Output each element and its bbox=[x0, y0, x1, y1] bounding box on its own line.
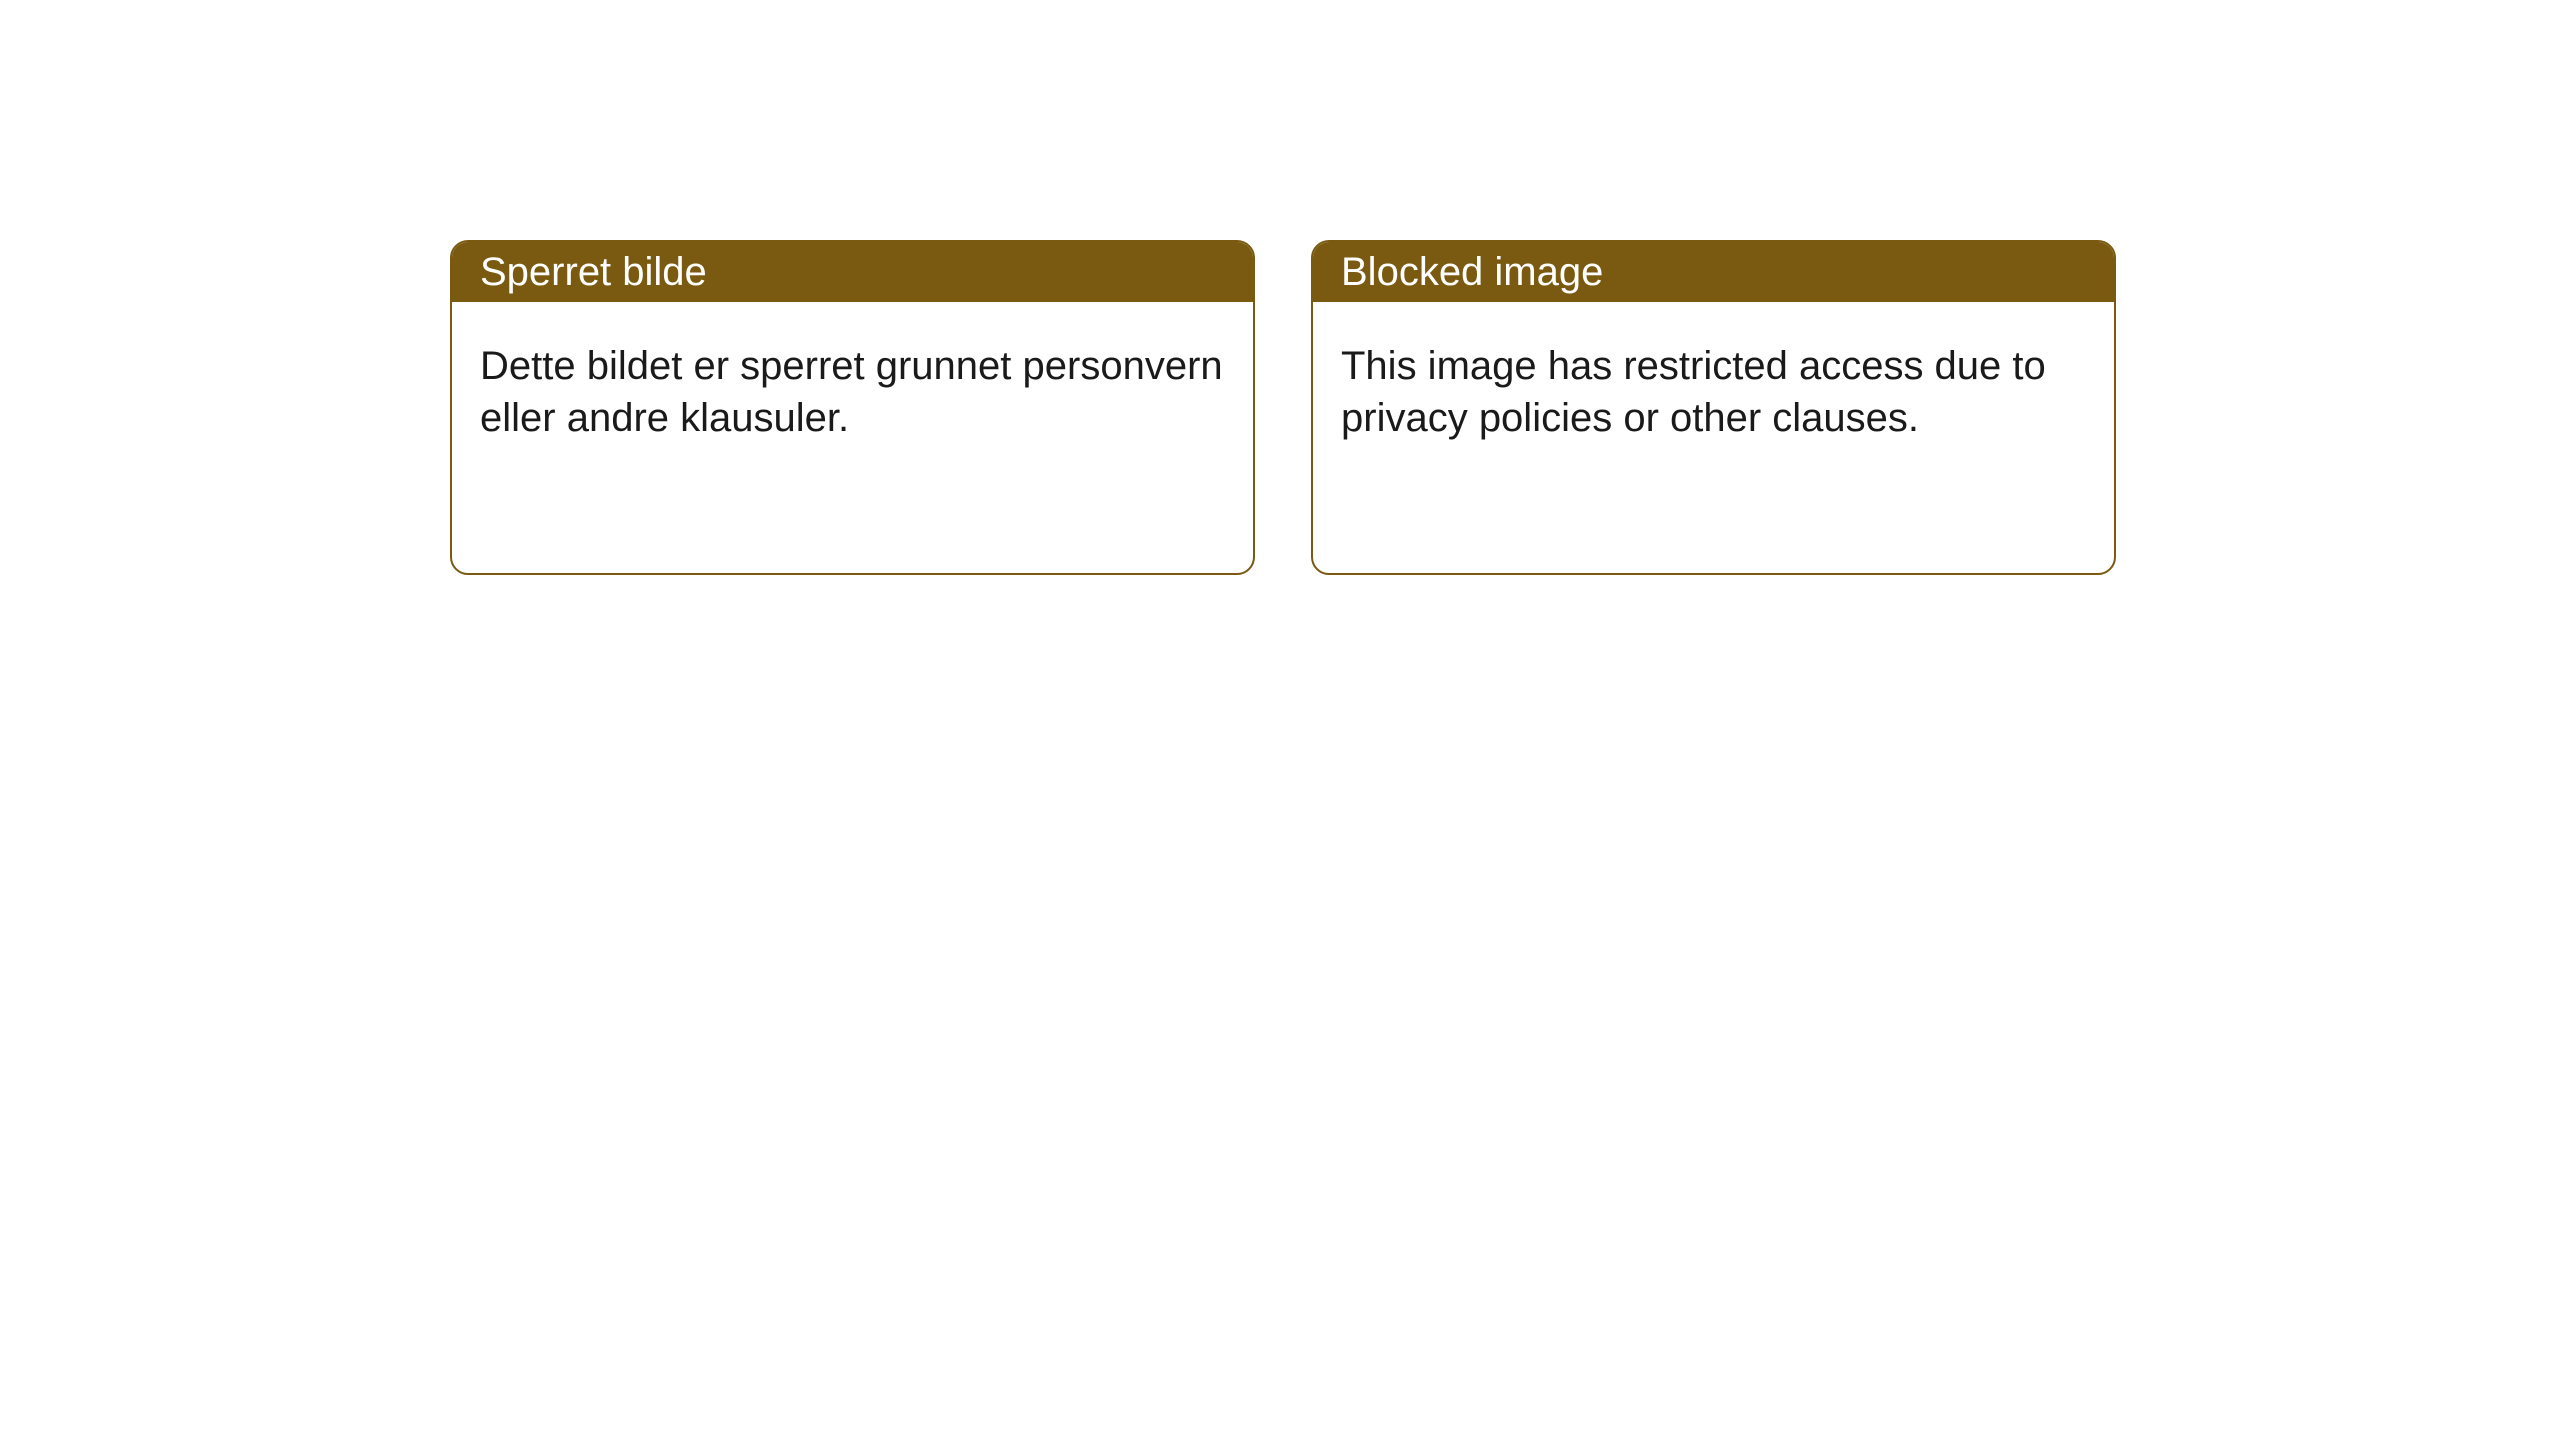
blocked-image-card-en: Blocked image This image has restricted … bbox=[1311, 240, 2116, 575]
notice-cards-container: Sperret bilde Dette bildet er sperret gr… bbox=[450, 240, 2116, 575]
card-header: Sperret bilde bbox=[452, 242, 1253, 302]
card-body-text: Dette bildet er sperret grunnet personve… bbox=[480, 344, 1223, 440]
card-header-title: Blocked image bbox=[1341, 250, 1603, 295]
card-header: Blocked image bbox=[1313, 242, 2114, 302]
card-body: Dette bildet er sperret grunnet personve… bbox=[452, 302, 1253, 482]
card-header-title: Sperret bilde bbox=[480, 250, 707, 295]
blocked-image-card-no: Sperret bilde Dette bildet er sperret gr… bbox=[450, 240, 1255, 575]
card-body-text: This image has restricted access due to … bbox=[1341, 344, 2046, 440]
card-body: This image has restricted access due to … bbox=[1313, 302, 2114, 482]
